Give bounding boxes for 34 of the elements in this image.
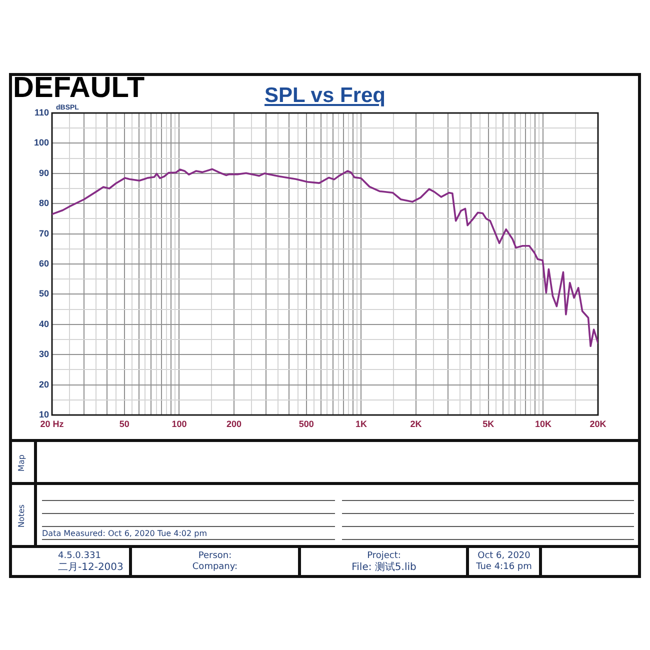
text: Company: bbox=[192, 562, 238, 573]
x-tick-label: 2K bbox=[410, 418, 422, 429]
text: 4.5.0.331 bbox=[58, 551, 101, 562]
text: File: 测试5.lib bbox=[352, 562, 416, 574]
text: Data Measured: Oct 6, 2020 Tue 4:02 pm bbox=[42, 529, 207, 539]
y-tick-label: 40 bbox=[38, 318, 49, 329]
text: 二月-12-2003 bbox=[58, 562, 124, 574]
x-tick-label: 10K bbox=[534, 418, 552, 429]
y-tick-label: 100 bbox=[34, 138, 49, 148]
x-tick-label: 20 Hz bbox=[40, 418, 64, 429]
chart-title: SPL vs Freq bbox=[264, 84, 386, 107]
x-tick-label: 500 bbox=[298, 418, 314, 429]
text: DEFAULT bbox=[13, 72, 145, 104]
y-tick-label: 30 bbox=[38, 349, 49, 360]
y-tick-label: 90 bbox=[38, 168, 49, 178]
y-tick-label: 20 bbox=[38, 379, 49, 390]
x-tick-label: 200 bbox=[226, 418, 242, 429]
text: Map bbox=[17, 454, 27, 472]
text: Person: bbox=[198, 551, 232, 562]
x-tick-label: 100 bbox=[172, 418, 187, 429]
y-tick-label: 110 bbox=[34, 107, 49, 118]
x-tick-label: 5K bbox=[482, 418, 495, 429]
y-tick-label: 80 bbox=[38, 198, 49, 208]
x-tick-label: 1K bbox=[355, 418, 368, 429]
text: Notes bbox=[17, 504, 27, 528]
y-tick-label: 50 bbox=[38, 288, 49, 299]
text: Oct 6, 2020 bbox=[478, 551, 530, 562]
text: Tue 4:16 pm bbox=[476, 562, 532, 573]
y-tick-label: 60 bbox=[38, 258, 49, 268]
x-tick-label: 50 bbox=[119, 418, 130, 429]
text: Project: bbox=[367, 551, 401, 562]
y-tick-label: 70 bbox=[38, 228, 49, 238]
x-tick-label: 20K bbox=[590, 418, 607, 429]
y-tick-label: 10 bbox=[38, 409, 49, 420]
